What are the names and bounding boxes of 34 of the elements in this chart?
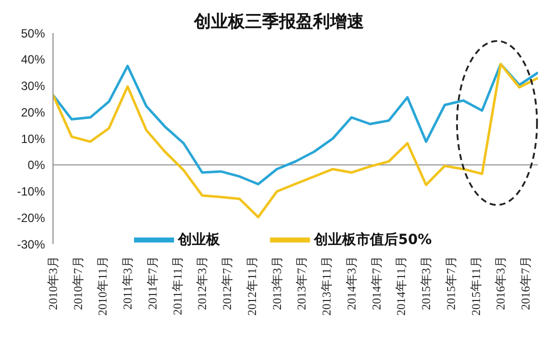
y-tick-label: -20% <box>16 210 46 225</box>
x-tick-label: 2013年11月 <box>320 256 334 316</box>
y-tick-label: 30% <box>20 79 46 94</box>
x-tick-label: 2012年3月 <box>195 256 210 310</box>
line-series <box>53 62 538 218</box>
legend-label: 创业板 <box>178 232 220 248</box>
y-tick-label: 10% <box>20 132 46 146</box>
x-tick-label: 2012年7月 <box>220 256 234 310</box>
x-tick-label: 2014年3月 <box>344 256 358 310</box>
line-series <box>53 62 538 186</box>
x-tick-label: 2010年3月 <box>46 256 60 310</box>
x-tick-label: 2011年7月 <box>145 256 160 310</box>
x-tick-label: 2015年11月 <box>468 256 483 316</box>
x-tick-label: 2016年3月 <box>494 256 508 310</box>
x-tick-label: 2011年3月 <box>120 256 135 310</box>
x-tick-label: 2013年3月 <box>270 256 284 310</box>
x-tick-label: 2015年3月 <box>419 256 434 310</box>
x-tick-label: 2012年11月 <box>244 256 259 316</box>
x-tick-label: 2014年7月 <box>369 256 384 310</box>
x-tick-label: 2015年7月 <box>444 256 458 310</box>
x-tick-label: 2014年11月 <box>394 256 408 316</box>
y-tick-label: 40% <box>20 52 46 67</box>
x-tick-label: 2010年7月 <box>70 256 85 310</box>
y-tick-label: 20% <box>20 105 46 120</box>
legend-label: 创业板市值后50% <box>314 232 432 248</box>
x-tick-label: 2011年11月 <box>170 256 184 316</box>
x-tick-label: 2013年7月 <box>294 256 309 310</box>
y-tick-label: 50% <box>20 26 46 40</box>
chart-title: 创业板三季报盈利增速 <box>194 12 364 32</box>
y-tick-label: 0% <box>28 158 46 172</box>
x-tick-label: 2016年7月 <box>518 256 533 310</box>
y-tick-label: -30% <box>16 237 46 252</box>
y-tick-label: -10% <box>16 184 46 199</box>
x-tick-label: 2010年11月 <box>96 256 110 316</box>
